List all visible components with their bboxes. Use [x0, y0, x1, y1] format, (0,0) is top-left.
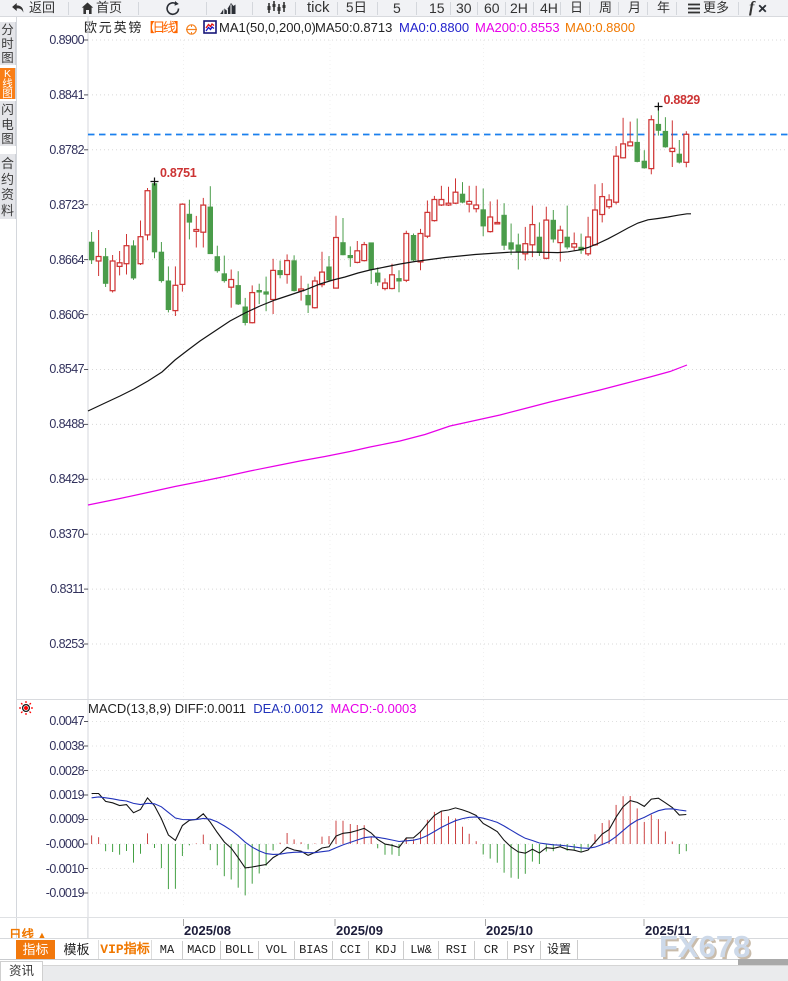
- svg-text:0.8751: 0.8751: [160, 166, 197, 180]
- svg-text:0.8829: 0.8829: [664, 93, 701, 107]
